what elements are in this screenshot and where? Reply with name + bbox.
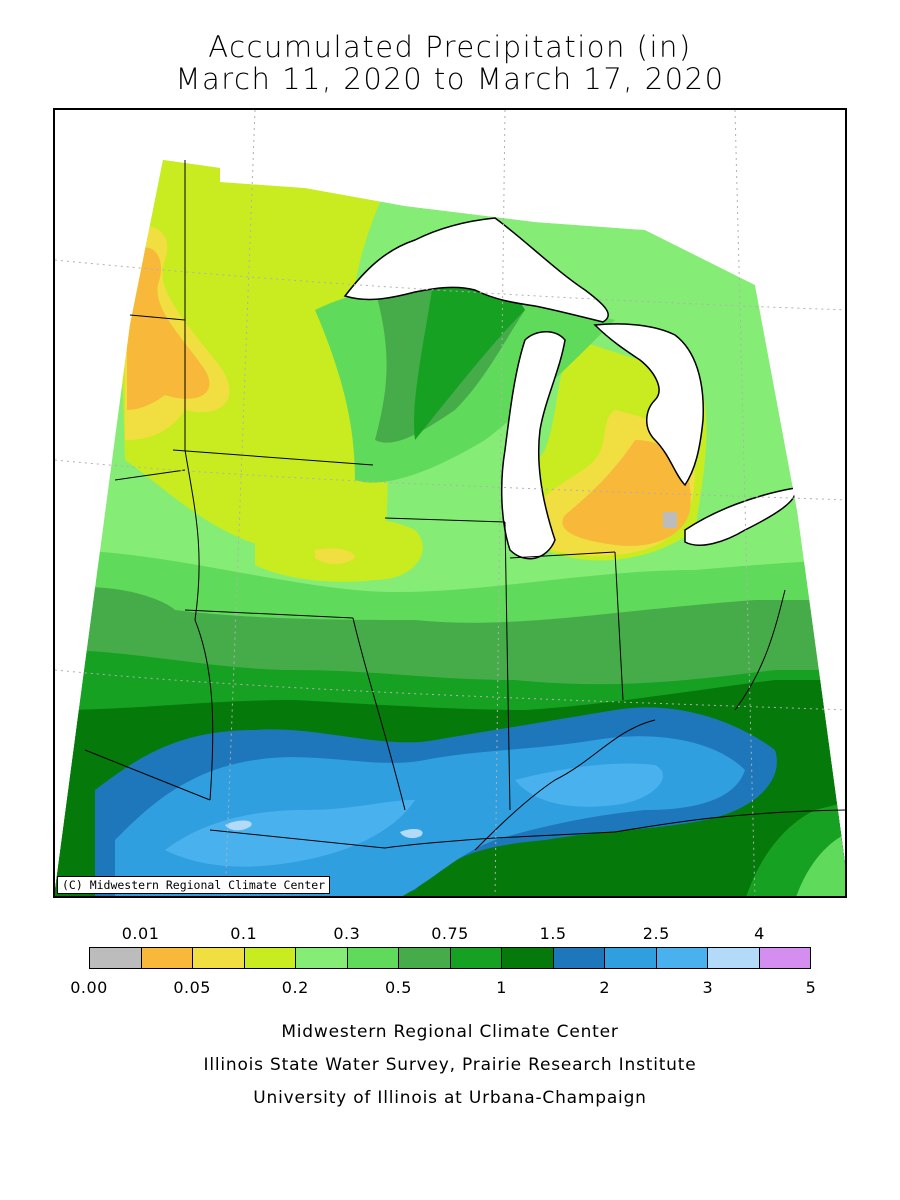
credit-line-3: University of Illinois at Urbana-Champai… (253, 1088, 647, 1108)
legend-bottom-tick-label: 2 (599, 978, 611, 997)
legend-swatch (399, 948, 451, 968)
precipitation-map: (C) Midwestern Regional Climate Center (53, 108, 847, 898)
credit-line-1: Midwestern Regional Climate Center (281, 1022, 619, 1042)
legend-top-tick-label: 0.01 (121, 924, 160, 943)
legend-swatch (656, 948, 708, 968)
legend-bottom-tick-label: 0.2 (281, 978, 309, 997)
map-canvas (55, 110, 845, 896)
legend-bottom-tick-label: 0.5 (384, 978, 412, 997)
legend-swatch (141, 948, 193, 968)
legend-swatch (708, 948, 760, 968)
legend-swatch (90, 948, 142, 968)
legend-top-tick-label: 0.3 (333, 924, 361, 943)
legend-top-tick-label: 0.75 (431, 924, 469, 943)
legend-swatch (605, 948, 657, 968)
legend-swatch (193, 948, 245, 968)
legend-top-tick-label: 0.1 (230, 924, 258, 943)
legend-bottom-tick-label: 0.05 (173, 978, 211, 997)
copyright-label: (C) Midwestern Regional Climate Center (57, 876, 331, 894)
legend-top-tick-label: 4 (754, 924, 765, 943)
legend-bottom-tick-label: 5 (805, 978, 817, 997)
legend-bottom-tick-label: 3 (702, 978, 714, 997)
legend-top-tick-label: 2.5 (642, 924, 670, 943)
legend-swatch (553, 948, 605, 968)
color-scale-legend (89, 947, 811, 969)
legend-swatch (296, 948, 348, 968)
legend-bottom-tick-label: 1 (496, 978, 507, 997)
legend-swatch (450, 948, 502, 968)
map-date-range: March 11, 2020 to March 17, 2020 (175, 62, 725, 96)
legend-top-tick-label: 1.5 (539, 924, 567, 943)
legend-swatch (347, 948, 399, 968)
legend-swatch (502, 948, 554, 968)
legend-bottom-tick-label: 0.00 (70, 978, 108, 997)
map-title: Accumulated Precipitation (in) (208, 30, 692, 64)
legend-swatch (244, 948, 296, 968)
credit-line-2: Illinois State Water Survey, Prairie Res… (203, 1055, 697, 1075)
legend-swatch (759, 948, 810, 968)
